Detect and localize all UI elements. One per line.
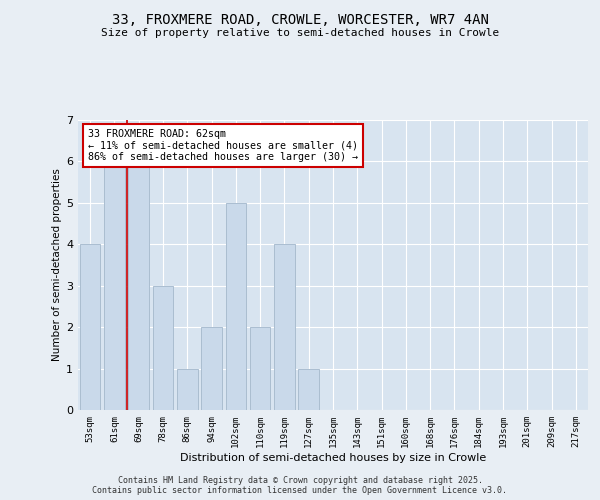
Bar <box>177 368 197 410</box>
Bar <box>80 244 100 410</box>
Y-axis label: Number of semi-detached properties: Number of semi-detached properties <box>52 168 62 362</box>
Text: Contains HM Land Registry data © Crown copyright and database right 2025.
Contai: Contains HM Land Registry data © Crown c… <box>92 476 508 495</box>
Bar <box>128 162 149 410</box>
Bar <box>250 327 271 410</box>
Text: Size of property relative to semi-detached houses in Crowle: Size of property relative to semi-detach… <box>101 28 499 38</box>
Bar <box>201 327 222 410</box>
Bar <box>226 203 246 410</box>
X-axis label: Distribution of semi-detached houses by size in Crowle: Distribution of semi-detached houses by … <box>180 452 486 462</box>
Text: 33 FROXMERE ROAD: 62sqm
← 11% of semi-detached houses are smaller (4)
86% of sem: 33 FROXMERE ROAD: 62sqm ← 11% of semi-de… <box>88 128 358 162</box>
Bar <box>298 368 319 410</box>
Bar <box>104 162 125 410</box>
Bar <box>152 286 173 410</box>
Bar <box>274 244 295 410</box>
Text: 33, FROXMERE ROAD, CROWLE, WORCESTER, WR7 4AN: 33, FROXMERE ROAD, CROWLE, WORCESTER, WR… <box>112 12 488 26</box>
